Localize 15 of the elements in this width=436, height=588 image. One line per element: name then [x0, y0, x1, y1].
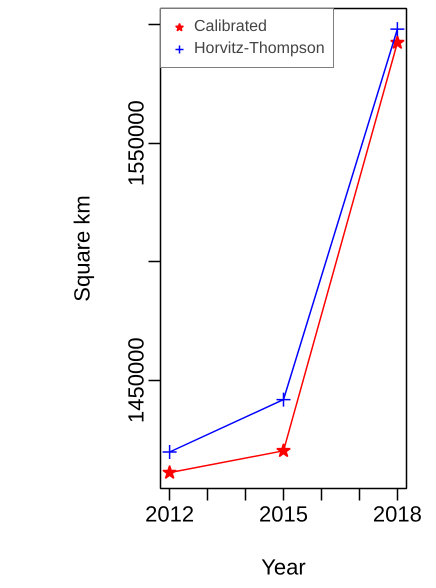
- point: [276, 392, 292, 408]
- x-tick-label: 2012: [145, 502, 194, 526]
- y-tick-label: 1550000: [124, 100, 148, 186]
- legend-label: Calibrated: [194, 18, 267, 36]
- y-axis-title: Square km: [70, 195, 94, 302]
- x-axis-title: Year: [261, 554, 306, 580]
- x-tick-label: 2015: [259, 502, 308, 526]
- point: [276, 443, 291, 458]
- point: [162, 444, 178, 460]
- y-tick-label: 1450000: [124, 337, 148, 423]
- point: [162, 464, 178, 480]
- x-tick-label: 2018: [372, 502, 422, 526]
- point: [390, 21, 406, 37]
- legend-label: Horvitz-Thompson: [194, 40, 325, 58]
- point: [390, 34, 405, 50]
